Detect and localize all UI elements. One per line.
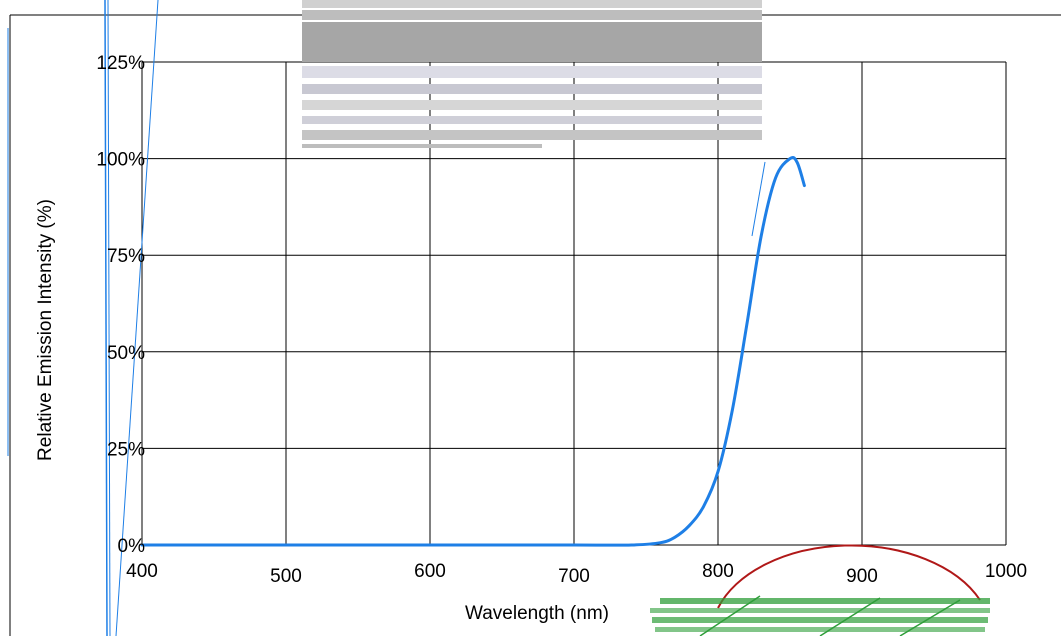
x-tick-label: 800 (702, 561, 734, 582)
x-tick-label: 700 (558, 566, 590, 587)
scan-artifact-band (302, 0, 762, 148)
series-line (140, 155, 806, 547)
seal-stamp (650, 544, 990, 636)
y-tick-labels: 0% 25% 50% 75% 100% 125% (96, 53, 145, 557)
y-tick-label: 100% (96, 150, 145, 171)
scan-artifact-lines (7, 0, 766, 636)
x-axis-label: Wavelength (nm) (465, 603, 609, 624)
x-tick-label: 500 (270, 566, 302, 587)
x-tick-labels: 400 500 600 700 800 900 1000 (126, 561, 1027, 587)
y-axis-label: Relative Emission Intensity (%) (35, 199, 56, 461)
y-tick-label: 75% (107, 246, 145, 267)
x-tick-label: 400 (126, 561, 158, 582)
y-tick-label: 25% (107, 439, 145, 460)
x-tick-label: 600 (414, 561, 446, 582)
x-tick-label: 900 (846, 566, 878, 587)
y-tick-label: 125% (96, 53, 145, 74)
y-tick-label: 50% (107, 343, 145, 364)
x-tick-label: 1000 (985, 561, 1027, 582)
y-tick-label: 0% (118, 536, 146, 557)
